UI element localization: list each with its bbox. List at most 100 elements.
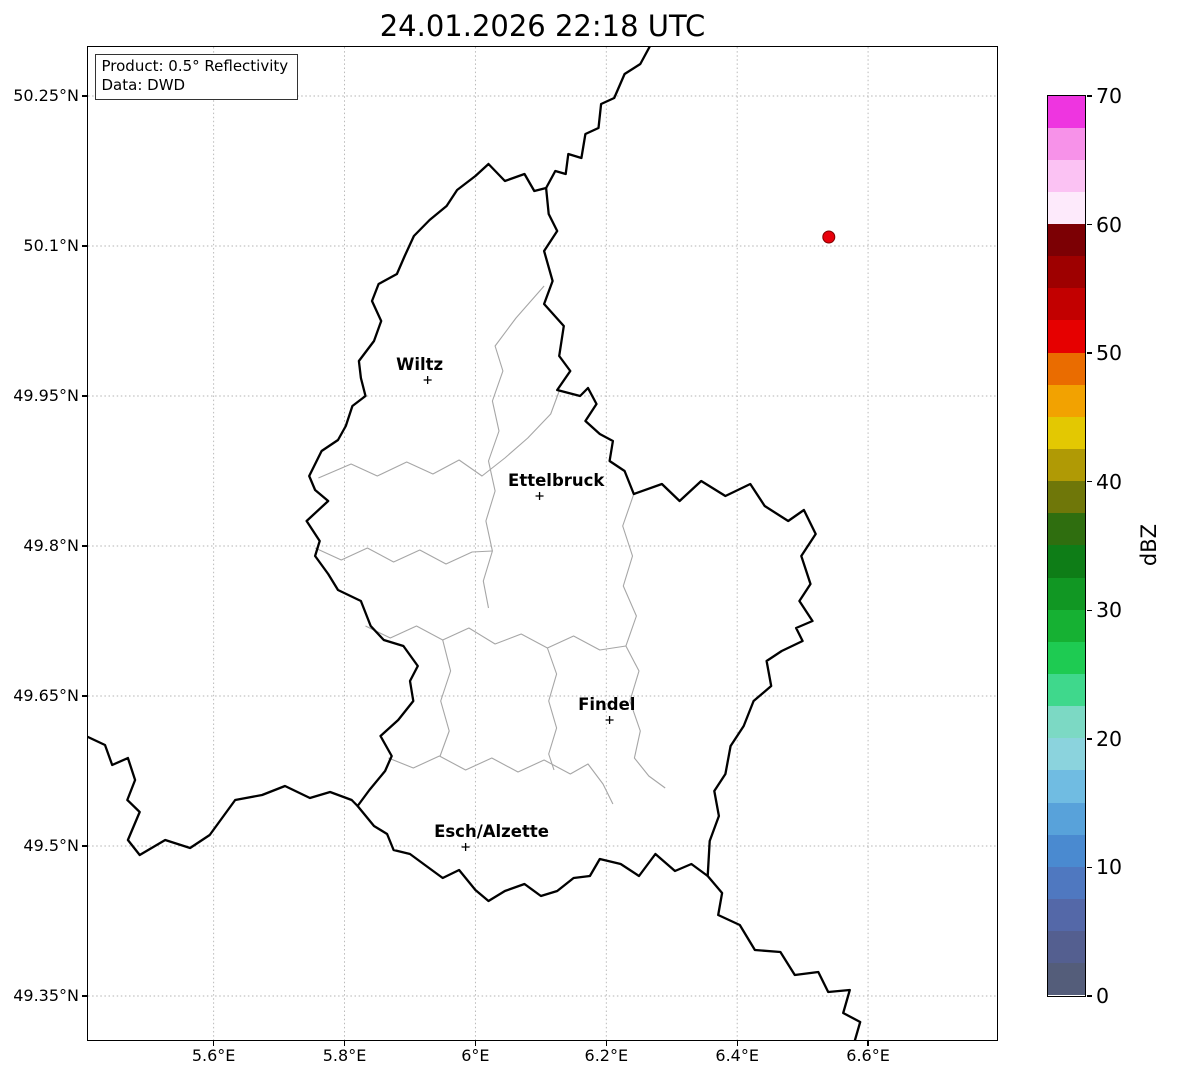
lon-tick-label: 6°E — [461, 1046, 490, 1065]
colorbar-segment — [1047, 866, 1085, 900]
colorbar-unit-label: dBZ — [1136, 95, 1162, 995]
district-border-line — [439, 639, 451, 756]
colorbar-tick-label: 0 — [1096, 984, 1110, 1008]
district-border-line — [317, 390, 560, 479]
plot-title: 24.01.2026 22:18 UTC — [379, 9, 706, 43]
colorbar-segment — [1047, 963, 1085, 996]
lat-tick-label: 49.35°N — [13, 986, 79, 1005]
colorbar-tick-mark — [1086, 995, 1092, 997]
colorbar-tick-mark — [1086, 223, 1092, 226]
city-label-ettelbruck: Ettelbruck — [508, 470, 605, 490]
lat-tick-mark — [82, 695, 87, 697]
product-info-box: Product: 0.5° Reflectivity Data: DWD — [94, 53, 299, 101]
colorbar-segment — [1047, 770, 1085, 803]
colorbar-tick-label: 40 — [1096, 469, 1123, 494]
colorbar-segment — [1047, 802, 1085, 835]
city-label-wiltz: Wiltz — [396, 354, 444, 374]
product-info-line: Product: 0.5° Reflectivity — [101, 56, 289, 75]
colorbar-tick-label: 30 — [1096, 598, 1123, 623]
colorbar-tick-mark — [1086, 480, 1092, 483]
colorbar-segment — [1047, 481, 1085, 514]
colorbar-tick-label: 20 — [1096, 726, 1123, 751]
lat-tick-mark — [82, 395, 87, 397]
city-marker-icon — [605, 715, 614, 724]
colorbar-segment — [1047, 288, 1085, 321]
district-border-line — [387, 754, 613, 804]
colorbar-segment — [1047, 95, 1085, 128]
colorbar-unit-text: dBZ — [1137, 523, 1161, 566]
colorbar — [1046, 94, 1086, 997]
colorbar-segment — [1047, 609, 1085, 642]
lon-tick-label: 6.2°E — [584, 1046, 629, 1065]
lon-tick-mark — [343, 1041, 346, 1046]
colorbar-tick-mark — [1086, 352, 1092, 354]
lon-tick-label: 5.8°E — [322, 1046, 367, 1065]
colorbar-segment — [1047, 545, 1085, 578]
lat-tick-mark — [82, 95, 87, 97]
colorbar-tick-label: 60 — [1096, 212, 1123, 237]
colorbar-segment — [1047, 127, 1085, 160]
colorbar-segment — [1047, 834, 1085, 867]
lat-tick-mark — [82, 245, 87, 247]
colorbar-segment — [1047, 224, 1085, 257]
district-border-line — [314, 546, 492, 565]
city-label-esch-alzette: Esch/Alzette — [434, 821, 549, 841]
lat-tick-label: 49.5°N — [23, 836, 79, 855]
colorbar-segment — [1047, 577, 1085, 610]
lon-tick-label: 6.6°E — [846, 1046, 890, 1065]
luxembourg-map — [87, 46, 997, 1040]
lat-tick-label: 50.25°N — [13, 86, 79, 105]
map-plot-area: Product: 0.5° Reflectivity Data: DWD Wil… — [86, 45, 998, 1041]
colorbar-segment — [1047, 416, 1085, 450]
district-border-line — [364, 624, 626, 651]
colorbar-tick-mark — [1086, 738, 1092, 740]
lat-tick-mark — [82, 545, 87, 547]
lat-tick-mark — [82, 995, 87, 997]
colorbar-segment — [1047, 384, 1085, 417]
colorbar-segment — [1047, 513, 1085, 546]
city-marker-icon — [423, 375, 432, 384]
colorbar-segment — [1047, 674, 1085, 707]
data-source-line: Data: DWD — [101, 76, 186, 95]
lat-tick-label: 49.8°N — [23, 536, 79, 555]
lat-tick-mark — [82, 845, 87, 847]
district-border-line — [621, 493, 666, 788]
colorbar-segment — [1047, 159, 1085, 192]
lon-tick-mark — [605, 1041, 607, 1046]
neighbor-country-border-line — [706, 874, 861, 1040]
colorbar-segment — [1047, 641, 1085, 675]
luxembourg-border-line — [304, 162, 817, 902]
colorbar-tick-label: 50 — [1096, 341, 1123, 366]
colorbar-segment — [1047, 449, 1085, 482]
colorbar-tick-mark — [1086, 609, 1092, 612]
lat-tick-label: 49.95°N — [13, 386, 79, 405]
city-marker-icon — [461, 842, 470, 851]
colorbar-segment — [1047, 352, 1085, 385]
lat-tick-label: 49.65°N — [13, 686, 79, 705]
colorbar-segment — [1047, 738, 1085, 771]
colorbar-segment — [1047, 256, 1085, 289]
colorbar-segment — [1047, 931, 1085, 964]
city-marker-icon — [535, 491, 544, 500]
neighbor-country-border-line — [87, 735, 359, 856]
neighbor-country-border-line — [544, 46, 651, 189]
colorbar-segment — [1047, 320, 1085, 353]
colorbar-gradient — [1047, 95, 1085, 996]
colorbar-tick-mark — [1086, 95, 1092, 97]
lon-tick-mark — [736, 1041, 738, 1046]
colorbar-segment — [1047, 191, 1085, 225]
lat-tick-label: 50.1°N — [23, 236, 79, 255]
colorbar-segment — [1047, 899, 1085, 932]
lon-tick-mark — [474, 1041, 476, 1046]
lon-tick-mark — [867, 1041, 869, 1046]
lon-tick-mark — [213, 1041, 215, 1046]
lon-tick-label: 6.4°E — [715, 1046, 759, 1065]
city-label-findel: Findel — [578, 694, 636, 714]
colorbar-tick-label: 70 — [1096, 84, 1123, 108]
district-border-line — [546, 647, 557, 770]
district-border-line — [482, 285, 545, 608]
colorbar-tick-label: 10 — [1096, 855, 1123, 880]
lon-tick-label: 5.6°E — [191, 1046, 236, 1065]
colorbar-tick-mark — [1086, 866, 1092, 869]
colorbar-segment — [1047, 706, 1085, 739]
